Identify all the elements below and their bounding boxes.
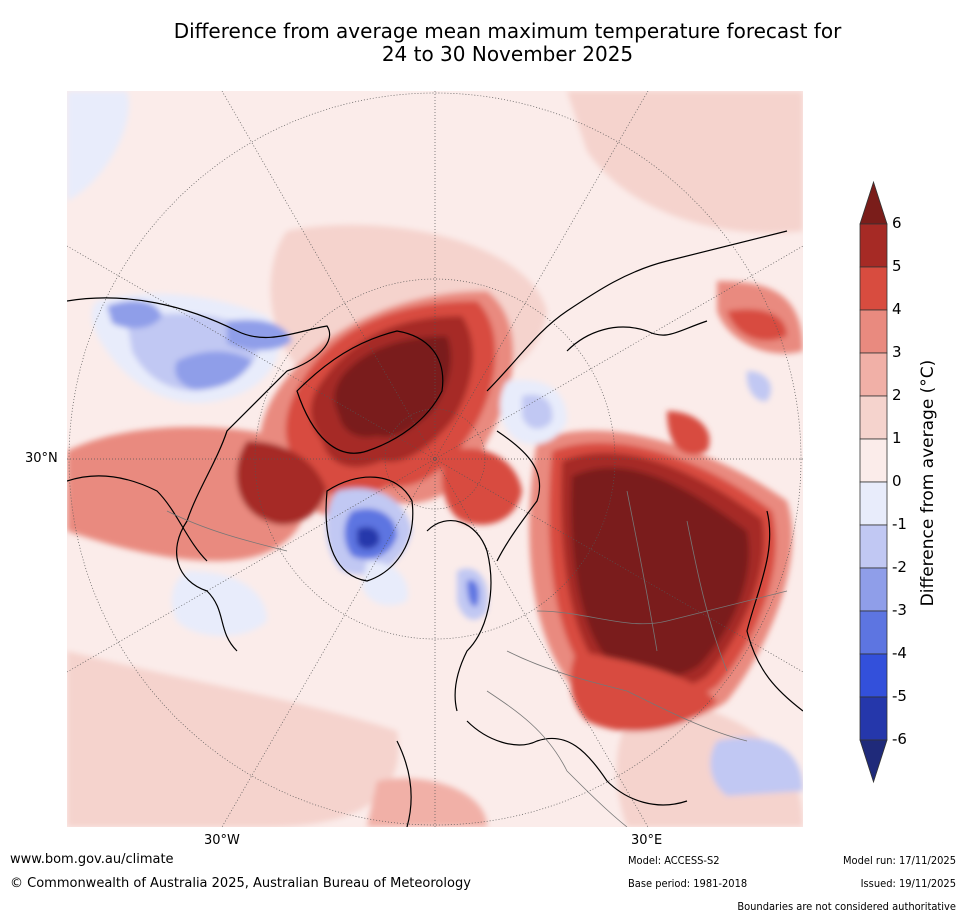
colorbar-segment	[859, 223, 888, 268]
colorbar-segment	[859, 524, 888, 569]
colorbar-tick-label: 3	[892, 343, 902, 361]
colorbar-tick-label: -2	[892, 558, 907, 576]
coastlines	[67, 230, 803, 827]
colorbar-tick-label: -1	[892, 515, 907, 533]
footer-website: www.bom.gov.au/climate	[10, 852, 174, 867]
colorbar-under-arrow	[859, 739, 888, 784]
title-line-2: 24 to 30 November 2025	[381, 42, 634, 66]
map-canvas	[67, 91, 803, 827]
lon-label-30e: 30°E	[631, 833, 663, 848]
colorbar-tick-label: -4	[892, 644, 907, 662]
colorbar-tick-label: 4	[892, 300, 902, 318]
colorbar-tick-label: -3	[892, 601, 907, 619]
colorbar-segment	[859, 481, 888, 526]
colorbar-segment	[859, 352, 888, 397]
footer-model: Model: ACCESS-S2	[628, 854, 720, 867]
colorbar-segment	[859, 696, 888, 741]
colorbar-segment	[859, 653, 888, 698]
colorbar-over-arrow	[859, 180, 888, 225]
footer-base-period: Base period: 1981-2018	[628, 877, 748, 890]
colorbar-label: Difference from average (°C)	[918, 359, 938, 607]
colorbar-segment	[859, 438, 888, 483]
borders	[166, 490, 788, 827]
map-title: Difference from average mean maximum tem…	[60, 20, 955, 66]
footer-model-run: Model run: 17/11/2025	[843, 854, 956, 867]
colorbar-tick-label: 5	[892, 257, 902, 275]
colorbar-segment	[859, 309, 888, 354]
colorbar-tick-label: 0	[892, 472, 902, 490]
graticule	[67, 91, 803, 827]
lat-label-30n: 30°N	[25, 451, 58, 466]
footer-copyright: © Commonwealth of Australia 2025, Austra…	[10, 876, 471, 891]
colorbar-tick-label: 2	[892, 386, 902, 404]
colorbar-tick-label: 1	[892, 429, 902, 447]
anomaly-field	[67, 91, 803, 827]
colorbar-segment	[859, 266, 888, 311]
forecast-map	[67, 91, 803, 827]
colorbar-tick-label: 6	[892, 214, 902, 232]
colorbar-segment	[859, 567, 888, 612]
colorbar-segment	[859, 395, 888, 440]
lon-label-30w: 30°W	[204, 833, 240, 848]
footer-disclaimer: Boundaries are not considered authoritat…	[737, 900, 956, 913]
title-line-1: Difference from average mean maximum tem…	[173, 19, 842, 43]
colorbar-tick-label: -6	[892, 730, 907, 748]
colorbar-tick-label: -5	[892, 687, 907, 705]
colorbar-segment	[859, 610, 888, 655]
footer-issued: Issued: 19/11/2025	[860, 877, 956, 890]
